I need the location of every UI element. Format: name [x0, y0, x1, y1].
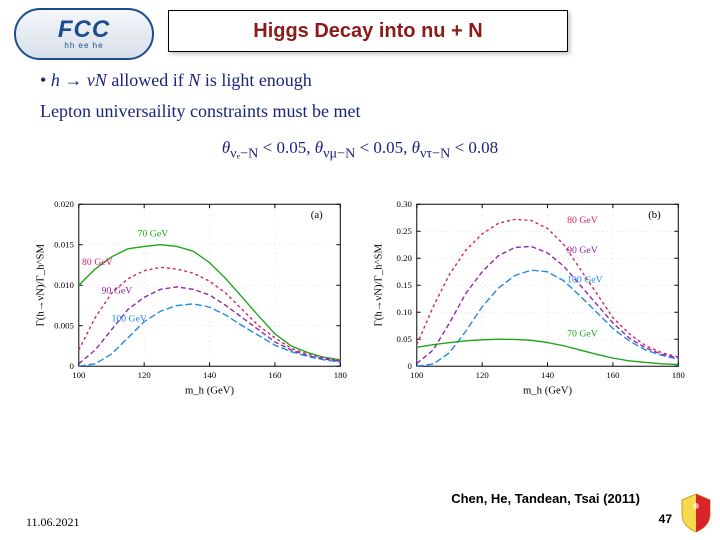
svg-text:Γ(h→νN)/Γ_h^SM: Γ(h→νN)/Γ_h^SM	[373, 244, 385, 327]
formula-line-2: Lepton universaility constraints must be…	[40, 101, 680, 122]
chart-row: 100 120 140 160 180 0 0.005 0.010 0.015 0.020 70 G…	[30, 190, 690, 405]
svg-text:120: 120	[138, 370, 152, 380]
svg-text:160: 160	[268, 370, 282, 380]
logo-sub: hh ee he	[58, 42, 110, 50]
svg-text:0.010: 0.010	[54, 280, 74, 290]
svg-text:0: 0	[70, 361, 75, 371]
formula-block: • h → νN allowed if N is light enough Le…	[40, 70, 680, 162]
svg-text:0.20: 0.20	[397, 253, 413, 263]
svg-text:0.015: 0.015	[54, 240, 74, 250]
svg-text:(a): (a)	[311, 209, 323, 221]
svg-text:(b): (b)	[648, 209, 661, 221]
svg-text:100 GeV: 100 GeV	[567, 275, 602, 286]
svg-text:180: 180	[672, 370, 686, 380]
svg-text:0.10: 0.10	[397, 307, 413, 317]
svg-text:140: 140	[541, 370, 555, 380]
svg-text:0: 0	[408, 361, 413, 371]
svg-text:0.15: 0.15	[397, 280, 413, 290]
svg-text:120: 120	[476, 370, 490, 380]
formula-line-3: θνₑ−N < 0.05, θνμ−N < 0.05, θντ−N < 0.08	[40, 138, 680, 162]
svg-text:140: 140	[203, 370, 217, 380]
svg-text:m_h (GeV): m_h (GeV)	[523, 385, 573, 397]
svg-text:80 GeV: 80 GeV	[567, 215, 598, 226]
logo-main: FCC	[58, 18, 110, 42]
citation: Chen, He, Tandean, Tsai (2011)	[451, 491, 640, 506]
svg-text:90 GeV: 90 GeV	[102, 285, 133, 296]
chart-a: 100 120 140 160 180 0 0.005 0.010 0.015 0.020 70 G…	[30, 190, 352, 405]
formula-line-1: • h → νN allowed if N is light enough	[40, 70, 680, 91]
svg-text:100: 100	[410, 370, 424, 380]
slide-title-box: Higgs Decay into nu + N	[168, 10, 568, 52]
university-crest-icon	[678, 492, 714, 534]
svg-text:90 GeV: 90 GeV	[567, 245, 598, 256]
fcc-logo: FCC hh ee he	[14, 8, 154, 60]
svg-text:Γ(h→νN)/Γ_h^SM: Γ(h→νN)/Γ_h^SM	[35, 244, 47, 327]
svg-text:80 GeV: 80 GeV	[82, 257, 113, 268]
svg-text:70 GeV: 70 GeV	[138, 229, 169, 240]
svg-text:m_h (GeV): m_h (GeV)	[185, 385, 235, 397]
slide-title: Higgs Decay into nu + N	[253, 20, 482, 43]
svg-text:0.25: 0.25	[397, 226, 413, 236]
svg-text:0.05: 0.05	[397, 334, 413, 344]
chart-b: 100 120 140 160 180 0 0.05 0.10 0.15 0.20 0.25 0.30…	[368, 190, 690, 405]
svg-text:160: 160	[606, 370, 620, 380]
page-number: 47	[659, 512, 672, 526]
svg-text:100: 100	[72, 370, 86, 380]
svg-text:0.020: 0.020	[54, 199, 74, 209]
svg-text:180: 180	[334, 370, 348, 380]
svg-text:0.30: 0.30	[397, 199, 413, 209]
svg-text:100 GeV: 100 GeV	[111, 314, 146, 325]
svg-text:70 GeV: 70 GeV	[567, 329, 598, 340]
slide-date: 11.06.2021	[26, 515, 80, 530]
svg-text:0.005: 0.005	[54, 321, 74, 331]
